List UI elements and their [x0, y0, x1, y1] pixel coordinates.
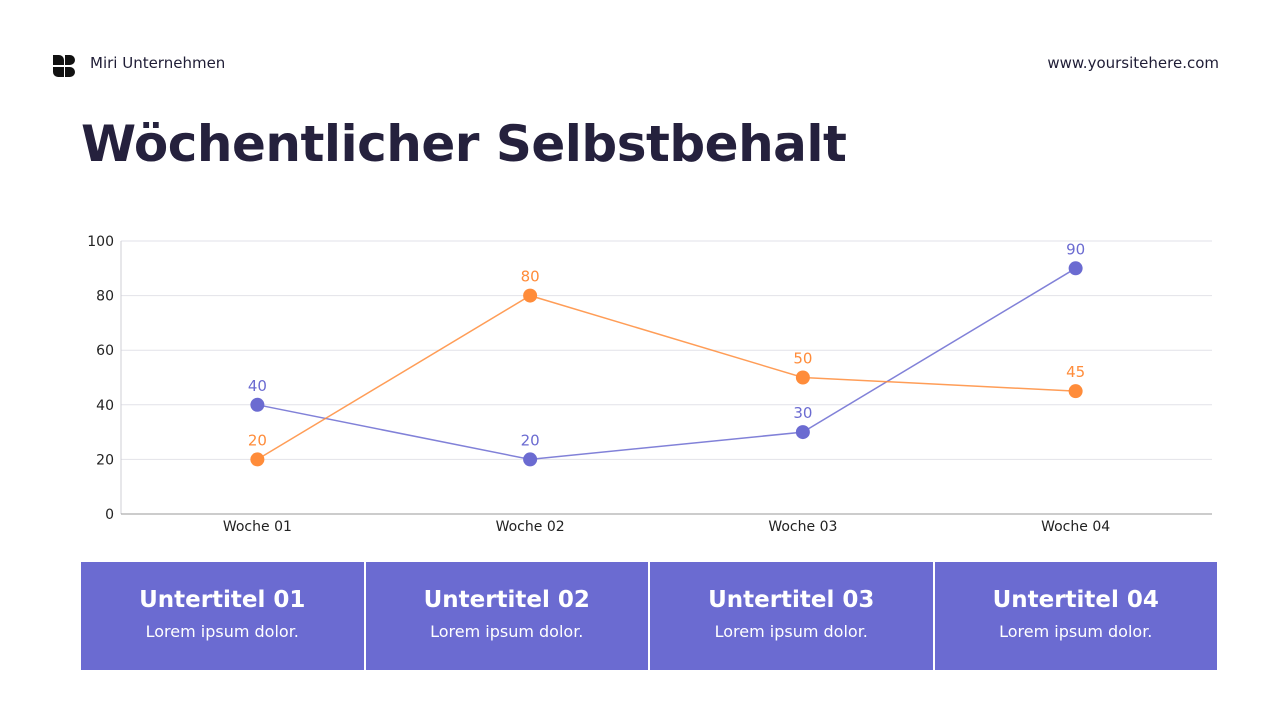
data-label: 90 — [1066, 240, 1085, 258]
y-tick-label: 80 — [96, 289, 114, 305]
data-point — [1068, 261, 1083, 276]
series-line — [257, 267, 1077, 461]
data-label: 45 — [1066, 363, 1085, 381]
data-label: 80 — [521, 268, 540, 286]
data-label: 50 — [793, 350, 812, 368]
data-point — [523, 288, 538, 303]
y-tick-label: 0 — [105, 507, 114, 523]
data-point — [795, 425, 810, 440]
card-text: Lorem ipsum dolor. — [145, 622, 299, 641]
data-point — [1068, 384, 1083, 399]
data-point — [250, 452, 265, 467]
card-title: Untertitel 04 — [992, 587, 1159, 613]
card-text: Lorem ipsum dolor. — [714, 622, 868, 641]
card-1: Untertitel 01 Lorem ipsum dolor. — [81, 562, 364, 670]
series-line — [256, 294, 1076, 461]
page-title: Wöchentlicher Selbstbehalt — [81, 115, 847, 173]
brand-logo-icon — [53, 55, 75, 77]
data-point — [250, 397, 265, 412]
card-text: Lorem ipsum dolor. — [999, 622, 1153, 641]
x-tick-label: Woche 04 — [1041, 519, 1110, 535]
card-title: Untertitel 03 — [708, 587, 875, 613]
website-link[interactable]: www.yoursitehere.com — [1047, 54, 1219, 72]
data-point — [795, 370, 810, 385]
data-label: 30 — [793, 404, 812, 422]
data-label: 20 — [248, 431, 267, 449]
card-2: Untertitel 02 Lorem ipsum dolor. — [363, 562, 648, 670]
brand-name: Miri Unternehmen — [90, 54, 226, 72]
card-title: Untertitel 01 — [139, 587, 306, 613]
line-chart: 0 20 40 60 80 100 Woche 01 Woche 02 Woche 03 Woch… — [87, 234, 1212, 535]
y-tick-label: 100 — [87, 234, 114, 250]
y-tick-label: 40 — [96, 398, 114, 414]
card-3: Untertitel 03 Lorem ipsum dolor. — [648, 562, 933, 670]
x-tick-label: Woche 03 — [768, 519, 837, 535]
y-tick-label: 60 — [96, 343, 114, 359]
x-tick-label: Woche 01 — [223, 519, 292, 535]
card-text: Lorem ipsum dolor. — [430, 622, 584, 641]
subtitle-cards: Untertitel 01 Lorem ipsum dolor. Unterti… — [81, 562, 1217, 670]
card-4: Untertitel 04 Lorem ipsum dolor. — [932, 562, 1217, 670]
x-tick-label: Woche 02 — [496, 519, 565, 535]
data-point — [523, 452, 538, 467]
data-label: 20 — [521, 431, 540, 449]
data-label: 40 — [248, 377, 267, 395]
card-title: Untertitel 02 — [423, 587, 590, 613]
y-tick-label: 20 — [96, 452, 114, 468]
